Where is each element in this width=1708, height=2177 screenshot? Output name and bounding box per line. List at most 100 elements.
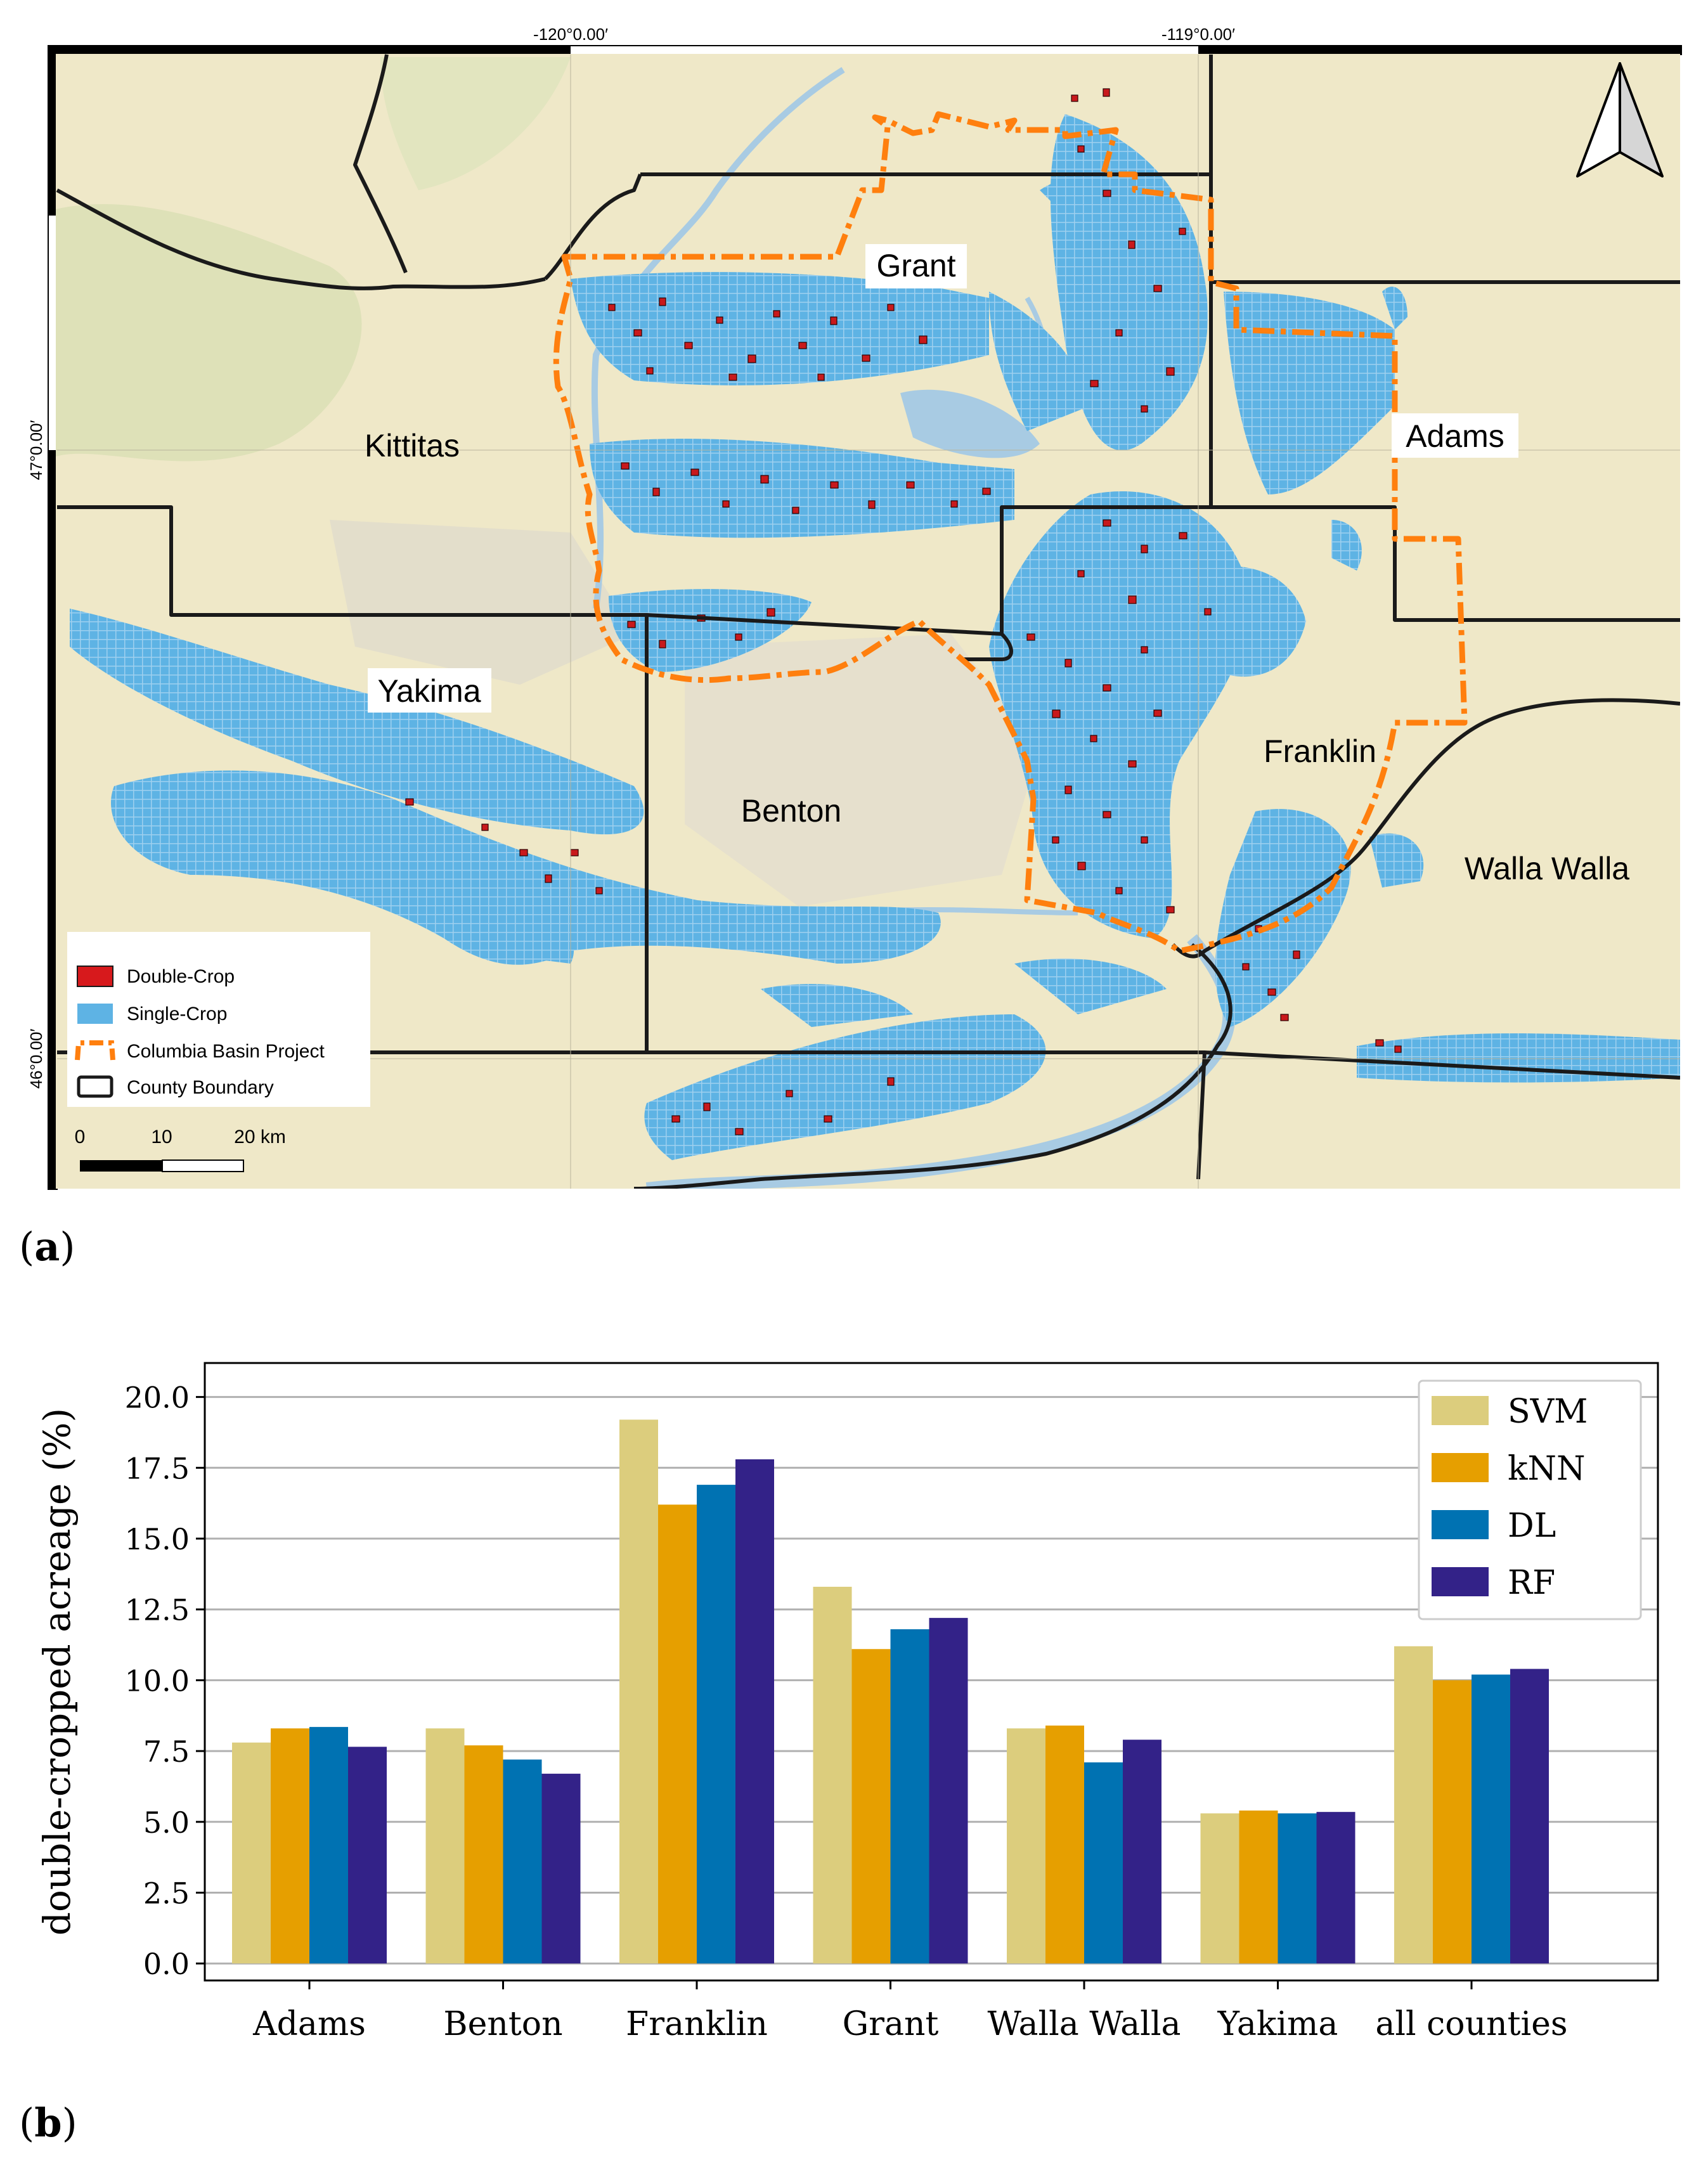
bar-knn-yakima xyxy=(1239,1810,1278,1964)
chart-legend-box xyxy=(1418,1379,1642,1620)
county-label-yakima: Yakima xyxy=(377,673,481,709)
scale-segment-white xyxy=(162,1160,244,1172)
bar-svm-benton xyxy=(425,1728,465,1964)
bar-rf-benton xyxy=(541,1773,581,1964)
x-tick-label: Walla Walla xyxy=(988,2005,1181,2043)
bar-knn-franklin xyxy=(658,1504,697,1964)
bar-svm-walla-walla xyxy=(1007,1728,1045,1964)
north-arrow-icon xyxy=(1576,62,1664,178)
bar-dl-grant xyxy=(890,1629,929,1964)
frame-tick xyxy=(48,1059,57,1189)
terrain-forest xyxy=(56,204,362,462)
map-panel: -120°0.00′ -119°0.00′ 47°0.00′ 46°0.00′ … xyxy=(27,25,1682,1190)
county-label-kittitas: Kittitas xyxy=(365,428,460,463)
frame-tick xyxy=(1198,46,1681,55)
x-tick-label: Benton xyxy=(443,2005,562,2043)
legend-swatch-county-boundary xyxy=(77,1075,113,1098)
chart-x-ticks: Adams Benton Franklin Grant Walla Walla Yakim… xyxy=(252,1980,1568,2043)
scale-label-10: 10 xyxy=(151,1127,172,1147)
x-tick-label: all counties xyxy=(1375,2005,1567,2043)
legend-label-double-crop: Double-Crop xyxy=(127,966,235,987)
panel-label-a: (a) xyxy=(19,1224,75,1270)
map-legend: Double-Crop Single-Crop Columbia Basin P… xyxy=(67,932,370,1107)
county-label-bg xyxy=(865,244,967,288)
legend-label-svm: SVM xyxy=(1508,1393,1588,1431)
legend-swatch-rf xyxy=(1432,1567,1489,1596)
bar-rf-adams xyxy=(348,1747,387,1964)
lon-label-120: -120°0.00′ xyxy=(533,25,608,44)
legend-swatch-single-crop xyxy=(77,1004,113,1024)
bar-knn-all-counties xyxy=(1433,1680,1472,1964)
bar-rf-walla-walla xyxy=(1123,1740,1161,1964)
legend-label-dl: DL xyxy=(1508,1507,1556,1545)
legend-label-single-crop: Single-Crop xyxy=(127,1004,227,1024)
map-legend-box xyxy=(67,932,370,1107)
bar-dl-walla-walla xyxy=(1084,1762,1123,1964)
y-tick-label: 20.0 xyxy=(125,1381,190,1415)
scale-bar: 0 10 20 km xyxy=(75,1127,286,1172)
lat-label-46: 46°0.00′ xyxy=(27,1028,46,1088)
county-label-benton: Benton xyxy=(741,793,841,829)
chart-y-ticks: 0.0 2.5 5.0 7.5 10.0 12.5 15.0 17.5 20.0 xyxy=(125,1381,205,1981)
panel-label-b: (b) xyxy=(19,2100,77,2146)
y-tick-label: 2.5 xyxy=(143,1876,190,1910)
single-crop-areas xyxy=(70,114,1680,1160)
bar-dl-adams xyxy=(309,1727,348,1964)
lon-label-119: -119°0.00′ xyxy=(1161,25,1235,44)
legend-swatch-double-crop xyxy=(77,966,113,987)
legend-swatch-dl xyxy=(1432,1510,1489,1539)
county-labels: Grant Kittitas Adams Yakima Benton Frank… xyxy=(365,244,1629,886)
y-tick-label: 7.5 xyxy=(143,1734,190,1769)
bar-chart: 0.0 2.5 5.0 7.5 10.0 12.5 15.0 17.5 20.0 Adams Be… xyxy=(36,1362,1659,2043)
terrain-restricted xyxy=(330,520,634,685)
chart-y-axis-label: double-cropped acreage (%) xyxy=(36,1408,79,1935)
legend-swatch-knn xyxy=(1432,1453,1489,1482)
y-tick-label: 15.0 xyxy=(125,1522,190,1556)
bar-dl-benton xyxy=(503,1759,542,1964)
county-label-walla-walla: Walla Walla xyxy=(1465,851,1629,886)
county-label-bg xyxy=(1392,413,1518,458)
legend-label-county-boundary: County Boundary xyxy=(127,1077,274,1098)
bar-dl-all-counties xyxy=(1472,1674,1510,1964)
bar-rf-franklin xyxy=(735,1459,774,1964)
bar-rf-grant xyxy=(929,1618,968,1964)
bar-rf-all-counties xyxy=(1510,1669,1549,1964)
x-tick-label: Grant xyxy=(843,2005,939,2043)
y-tick-label: 5.0 xyxy=(143,1806,190,1840)
scale-label-0: 0 xyxy=(75,1127,86,1147)
scale-label-20: 20 km xyxy=(234,1127,286,1147)
water-body xyxy=(900,389,1040,458)
legend-label-cbp: Columbia Basin Project xyxy=(127,1041,325,1062)
terrain-restricted xyxy=(685,634,1040,907)
terrain-forest xyxy=(380,57,571,190)
columbia-basin-project-boundary xyxy=(553,111,1468,954)
x-tick-label: Franklin xyxy=(626,2005,768,2043)
county-label-franklin: Franklin xyxy=(1264,733,1376,769)
y-tick-label: 10.0 xyxy=(125,1663,190,1698)
county-label-adams: Adams xyxy=(1406,418,1504,454)
county-boundaries xyxy=(56,54,1680,1189)
bar-svm-grant xyxy=(813,1586,852,1964)
bar-svm-all-counties xyxy=(1394,1646,1433,1964)
legend-swatch-cbp xyxy=(75,1040,115,1061)
bar-knn-grant xyxy=(851,1649,891,1964)
bar-svm-yakima xyxy=(1200,1813,1239,1964)
legend-label-rf: RF xyxy=(1508,1564,1555,1602)
chart-bars xyxy=(232,1419,1549,1964)
lat-label-47: 47°0.00′ xyxy=(27,420,46,480)
county-label-grant: Grant xyxy=(876,248,955,283)
bar-knn-adams xyxy=(271,1728,309,1964)
frame-tick xyxy=(57,46,571,55)
legend-label-knn: kNN xyxy=(1508,1450,1586,1488)
legend-swatch-svm xyxy=(1432,1396,1489,1425)
x-tick-label: Adams xyxy=(252,2005,366,2043)
bar-knn-benton xyxy=(464,1745,503,1964)
x-tick-label: Yakima xyxy=(1217,2005,1338,2043)
chart-axes-frame xyxy=(204,1362,1659,1982)
bar-rf-yakima xyxy=(1316,1812,1355,1964)
y-tick-label: 17.5 xyxy=(125,1451,190,1485)
bar-svm-adams xyxy=(232,1742,271,1964)
bar-knn-walla-walla xyxy=(1045,1725,1084,1964)
frame-tick xyxy=(48,46,57,216)
bar-svm-franklin xyxy=(619,1419,658,1964)
